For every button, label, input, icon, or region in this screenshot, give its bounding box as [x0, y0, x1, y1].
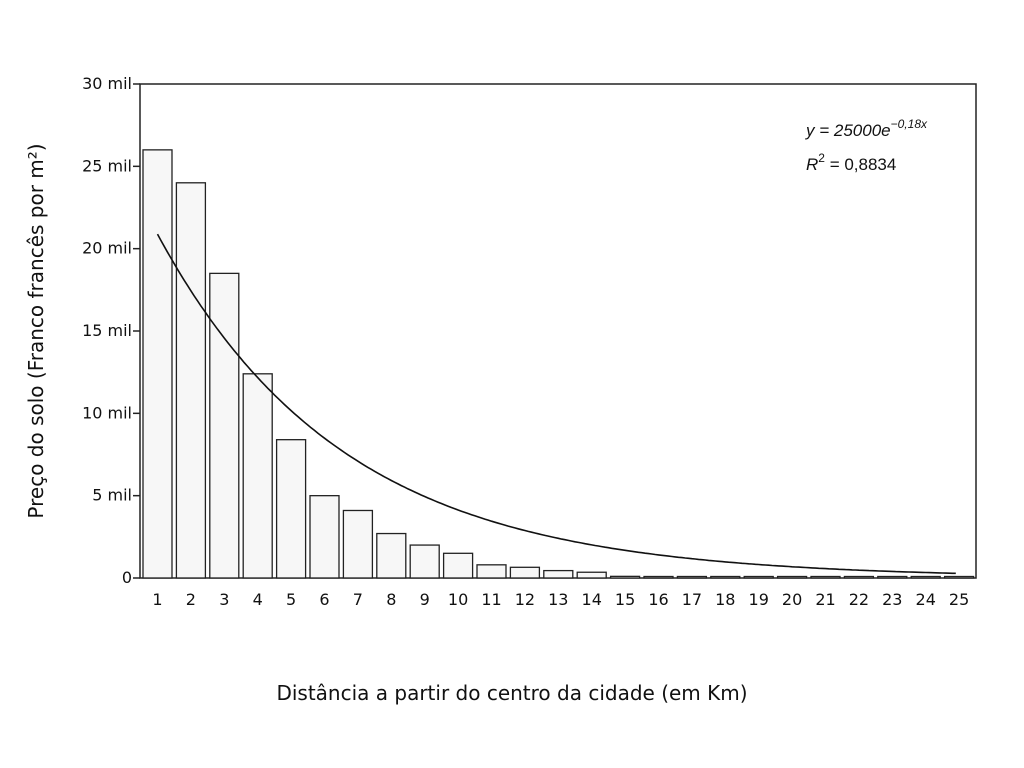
- x-tick-label: 5: [286, 590, 296, 609]
- x-tick-label: 11: [481, 590, 501, 609]
- bar-15: [609, 575, 641, 579]
- y-tick-label: 25 mil: [82, 156, 132, 175]
- bar-14: [576, 571, 607, 579]
- y-tick-label: 15 mil: [82, 321, 132, 340]
- bar-20: [776, 575, 808, 579]
- equation-label: y = 25000e−0,18x: [805, 117, 928, 140]
- x-tick-label: 10: [448, 590, 468, 609]
- y-tick-label: 30 mil: [82, 74, 132, 93]
- bar-13: [543, 569, 574, 579]
- x-tick-label: 23: [882, 590, 902, 609]
- x-tick-label: 20: [782, 590, 802, 609]
- r-squared-label: R2 = 0,8834: [806, 151, 896, 174]
- x-tick-label: 17: [682, 590, 702, 609]
- x-tick-label: 16: [648, 590, 668, 609]
- x-tick-label: 18: [715, 590, 735, 609]
- x-tick-label: 7: [353, 590, 363, 609]
- x-tick-label: 3: [219, 590, 229, 609]
- bar-11: [476, 564, 507, 579]
- bar-25: [943, 575, 975, 579]
- x-tick-label: 9: [420, 590, 430, 609]
- bar-10: [442, 552, 474, 579]
- bar-5: [275, 439, 307, 579]
- bar-19: [743, 575, 774, 579]
- x-tick-label: 8: [386, 590, 396, 609]
- x-tick-label: 15: [615, 590, 635, 609]
- y-tick-label: 10 mil: [82, 403, 132, 422]
- bar-6: [309, 495, 340, 579]
- bar-2: [175, 182, 207, 579]
- y-axis: 0 5 mil 10 mil 15 mil 20 mil 25 mil 30 mil: [82, 74, 140, 587]
- x-tick-label: 1: [152, 590, 162, 609]
- bar-21: [810, 575, 841, 579]
- bar-8: [376, 532, 407, 579]
- x-tick-label: 21: [815, 590, 835, 609]
- bar-1: [142, 149, 173, 579]
- x-tick-label: 25: [949, 590, 969, 609]
- bar-17: [676, 575, 708, 579]
- bar-18: [710, 575, 741, 579]
- x-tick-label: 24: [916, 590, 936, 609]
- x-axis: 1 2 3 4 5 6 7 8 9 10 11 12 13 14 15 16 17 18 19 20 21 22 23 24 2…: [152, 590, 969, 609]
- x-tick-label: 6: [319, 590, 329, 609]
- x-tick-label: 22: [849, 590, 869, 609]
- bar-4: [242, 373, 273, 579]
- y-axis-title: Preço do solo (Franco francês por m²): [24, 143, 48, 518]
- x-axis-title: Distância a partir do centro da cidade (…: [276, 681, 747, 705]
- y-tick-label: 0: [122, 568, 132, 587]
- x-tick-label: 19: [749, 590, 769, 609]
- bar-23: [877, 575, 908, 579]
- x-tick-label: 13: [548, 590, 568, 609]
- y-tick-label: 20 mil: [82, 239, 132, 258]
- x-tick-label: 14: [582, 590, 602, 609]
- bar-7: [342, 509, 374, 579]
- y-tick-label: 5 mil: [92, 486, 132, 505]
- bar-22: [843, 575, 875, 579]
- x-tick-label: 12: [515, 590, 535, 609]
- bar-24: [910, 575, 941, 579]
- bar-12: [509, 566, 541, 579]
- x-tick-label: 4: [253, 590, 263, 609]
- bar-9: [409, 544, 440, 579]
- bars: [142, 149, 975, 579]
- bar-3: [209, 272, 240, 579]
- trendline: [156, 233, 956, 575]
- bar-16: [643, 575, 674, 579]
- x-tick-label: 2: [186, 590, 196, 609]
